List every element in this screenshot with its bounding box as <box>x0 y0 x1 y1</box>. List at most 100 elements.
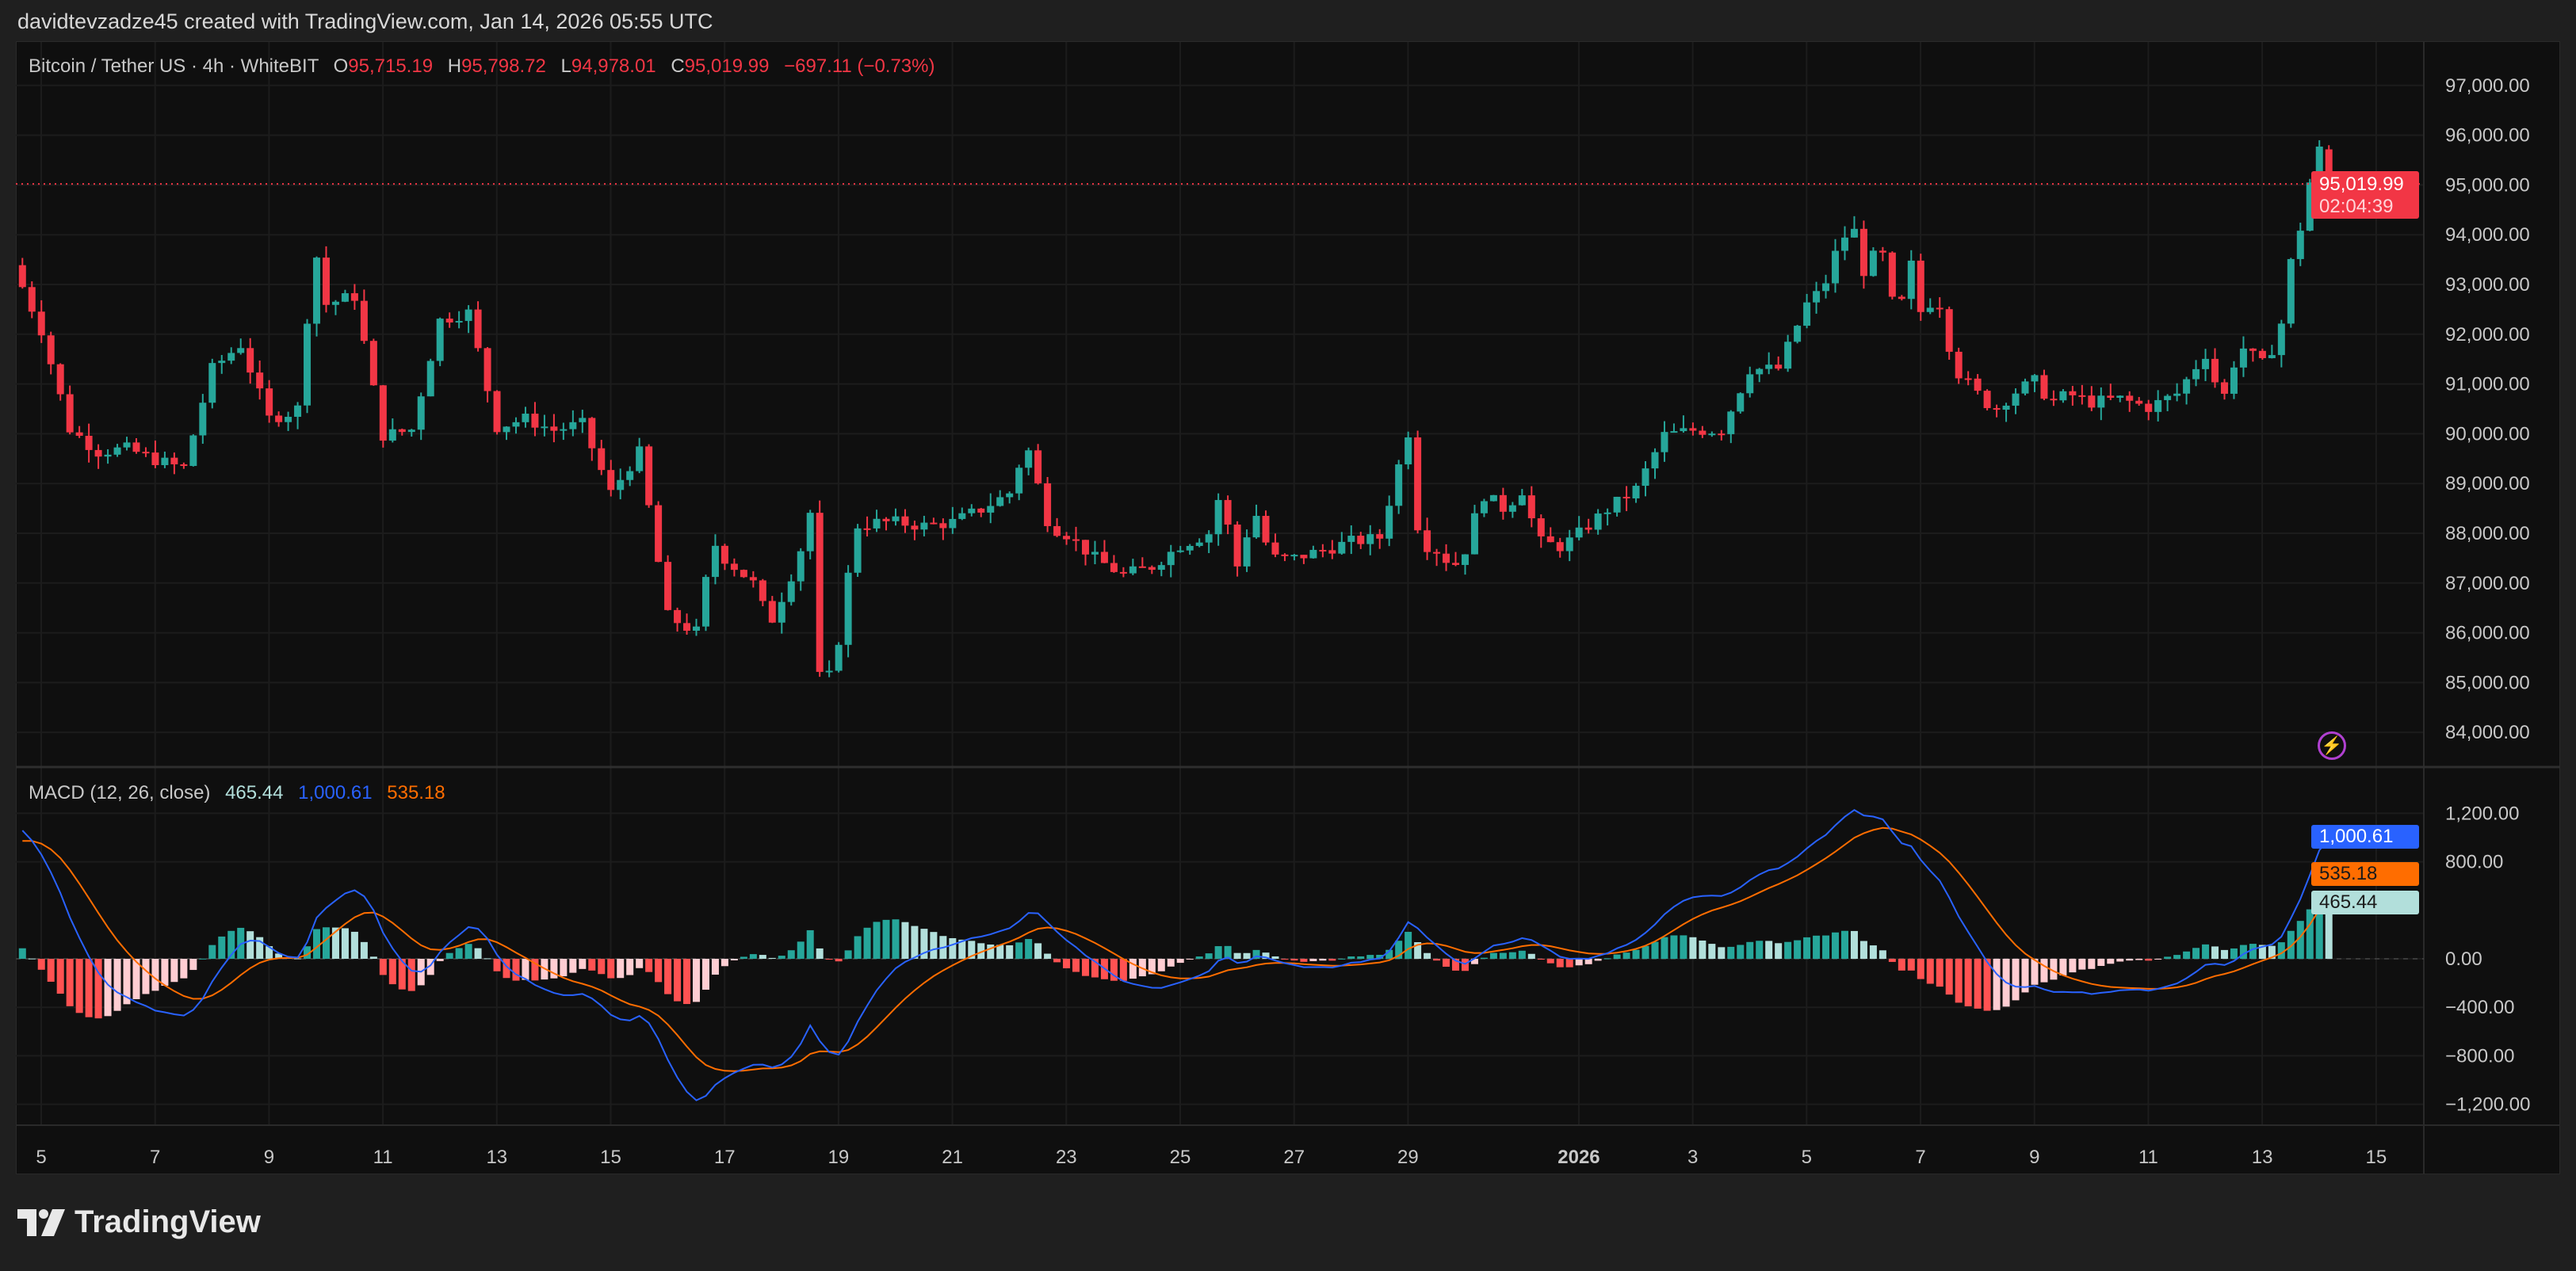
macd-histogram-bar <box>579 959 587 969</box>
macd-histogram-bar <box>2154 959 2162 960</box>
candle-body <box>1756 368 1764 375</box>
time-axis-label: 23 <box>1056 1147 1077 1168</box>
candle-body <box>170 457 178 464</box>
candle-body <box>1575 527 1583 538</box>
macd-histogram-bar <box>2069 959 2077 973</box>
macd-histogram-bar <box>151 959 159 991</box>
candle-body <box>189 435 197 467</box>
macd-histogram-bar <box>2021 959 2029 993</box>
candle-body <box>132 442 140 452</box>
macd-histogram-bar <box>1025 939 1033 959</box>
macd-title[interactable]: MACD (12, 26, close) <box>29 782 211 803</box>
macd-histogram-bar <box>522 959 529 980</box>
macd-histogram-bar <box>655 959 663 983</box>
macd-histogram-bar <box>132 959 140 999</box>
close-label: C <box>671 55 685 77</box>
price-axis-label: 90,000.00 <box>2445 423 2530 445</box>
candle-body <box>1376 534 1384 539</box>
macd-histogram-bar <box>1044 953 1052 959</box>
candle-body <box>1803 302 1811 326</box>
candle-body <box>341 293 349 302</box>
macd-histogram-bar <box>388 959 396 985</box>
candle-body <box>1898 296 1905 300</box>
macd-histogram-bar <box>247 931 254 959</box>
macd-histogram-bar <box>550 959 558 979</box>
candle-body <box>2002 405 2010 410</box>
macd-histogram-bar <box>464 944 472 959</box>
macd-histogram-bar <box>2126 959 2134 961</box>
candle-body <box>1775 365 1783 369</box>
candle-body <box>161 457 169 465</box>
candle-body <box>455 321 463 323</box>
candle-body <box>541 426 548 429</box>
candle-body <box>388 429 396 441</box>
macd-histogram-bar <box>1936 959 1943 987</box>
candle-body <box>85 435 93 450</box>
candle-body <box>237 348 245 353</box>
candle-body <box>464 309 472 322</box>
candle-body <box>2021 381 2029 394</box>
macd-histogram-bar <box>2164 956 2172 959</box>
candle-body <box>977 508 985 513</box>
lightning-alert-icon[interactable]: ⚡ <box>2318 731 2346 760</box>
macd-histogram-bar <box>607 959 615 979</box>
candle-body <box>911 525 919 530</box>
price-axis-label: 94,000.00 <box>2445 224 2530 246</box>
chart-frame[interactable] <box>16 41 2560 1174</box>
macd-histogram-bar <box>18 948 26 959</box>
macd-histogram-bar <box>275 953 283 959</box>
candle-body <box>588 418 596 448</box>
candle-body <box>2145 403 2153 412</box>
macd-histogram-bar <box>2078 959 2086 970</box>
candle-body <box>75 432 83 436</box>
macd-histogram-bar <box>1053 959 1061 963</box>
macd-histogram-bar <box>892 919 900 959</box>
candle-body <box>1878 250 1886 253</box>
candle-body <box>1670 431 1678 433</box>
macd-histogram-bar <box>2135 959 2143 960</box>
candle-body <box>1357 536 1365 544</box>
candle-body <box>1584 527 1592 530</box>
time-axis-label: 5 <box>1802 1147 1812 1168</box>
candle-body <box>579 418 587 422</box>
candle-body <box>1926 307 1934 312</box>
macd-histogram-bar <box>1680 935 1687 959</box>
macd-histogram-bar <box>1015 942 1023 959</box>
macd-histogram-bar <box>1651 941 1659 959</box>
macd-histogram-bar <box>1518 950 1526 959</box>
candle-body <box>1424 530 1431 552</box>
candle-body <box>1746 374 1754 394</box>
macd-histogram-bar <box>1119 959 1127 981</box>
macd-histogram-bar <box>1622 952 1630 959</box>
macd-histogram-bar <box>1603 958 1611 960</box>
candle-body <box>683 623 691 631</box>
macd-histogram-bar <box>2145 959 2153 961</box>
macd-histogram-bar <box>1689 937 1697 959</box>
candle-body <box>1822 283 1830 292</box>
macd-histogram-bar <box>1983 959 1991 1011</box>
macd-histogram-bar <box>806 929 814 959</box>
candle-body <box>304 323 311 406</box>
candle-body <box>1907 260 1915 300</box>
candle-body <box>474 309 482 349</box>
macd-signal-line <box>22 826 2330 1072</box>
candle-body <box>1252 516 1260 538</box>
tradingview-logo[interactable]: TradingView <box>17 1204 261 1240</box>
macd-histogram-bar <box>1775 943 1783 959</box>
macd-histogram-bar <box>1081 959 1089 976</box>
signal-badge: 535.18 <box>2311 862 2419 886</box>
macd-histogram-bar <box>1737 945 1745 959</box>
candle-body <box>1347 536 1355 542</box>
candle-body <box>968 508 976 513</box>
macd-histogram-bar <box>1195 956 1203 959</box>
candle-body <box>266 388 273 416</box>
candle-body <box>2325 149 2333 185</box>
symbol-title[interactable]: Bitcoin / Tether US · 4h · WhiteBIT <box>29 55 319 77</box>
candle-body <box>493 391 501 433</box>
macd-histogram-bar <box>1993 959 2001 1010</box>
time-axis-label: 2026 <box>1557 1147 1599 1168</box>
price-axis-label: 88,000.00 <box>2445 523 2530 544</box>
candle-body <box>275 415 283 422</box>
macd-histogram-bar <box>901 922 909 959</box>
